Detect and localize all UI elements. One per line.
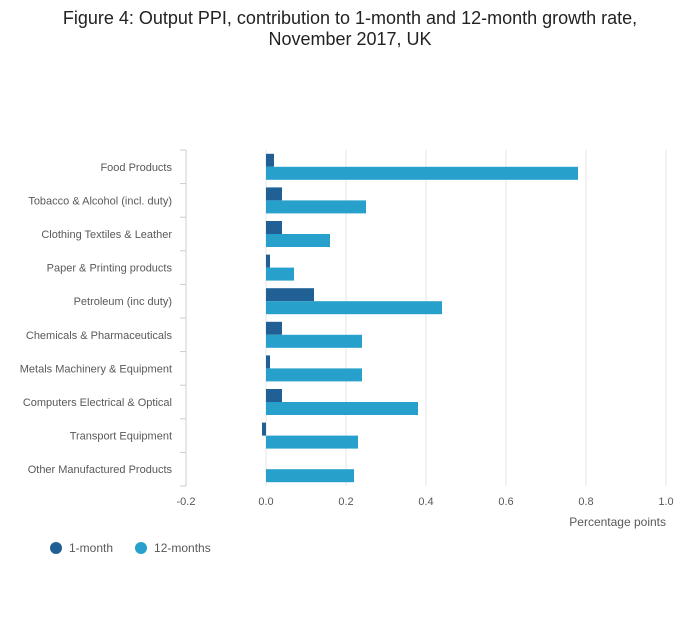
bar-1-month: [262, 422, 266, 436]
legend-12-months-label: 12-months: [154, 541, 211, 555]
x-tick-label: 0.6: [498, 496, 513, 508]
chart-title-line-1: Figure 4: Output PPI, contribution to 1-…: [62, 8, 638, 28]
bar-12-months: [266, 334, 362, 348]
grid-lines: [180, 149, 667, 487]
x-tick-label: 1.0: [658, 496, 673, 508]
bar-12-months: [266, 267, 294, 281]
legend-item-1-month[interactable]: 1-month: [50, 541, 113, 555]
bar-1-month: [266, 321, 282, 335]
bar-12-months: [266, 469, 354, 483]
bar-12-months: [266, 234, 330, 247]
category-label: Food Products: [100, 162, 172, 174]
chart-title: Figure 4: Output PPI, contribution to 1-…: [0, 8, 700, 50]
category-labels: Food Products Tobacco & Alcohol (incl. du…: [20, 162, 173, 476]
legend-1-month-label: 1-month: [69, 541, 114, 555]
bar-1-month: [266, 389, 282, 402]
legend: 1-month 12-months: [50, 541, 233, 555]
chart-title-line-2: November 2017, UK: [268, 29, 432, 49]
category-label: Metals Machinery & Equipment: [20, 363, 172, 375]
legend-item-12-months[interactable]: 12-months: [135, 541, 211, 555]
bar-1-month: [266, 288, 314, 302]
x-tick-label: 0.0: [258, 496, 273, 508]
category-label: Other Manufactured Products: [28, 464, 173, 476]
category-label: Clothing Textiles & Leather: [41, 229, 172, 241]
bar-1-month: [266, 254, 270, 268]
x-tick-label: -0.2: [177, 496, 196, 508]
bar-1-month: [266, 153, 274, 167]
x-tick-labels: -0.2 0.0 0.2 0.4 0.6 0.8 1.0: [177, 496, 674, 508]
bar-12-months: [266, 166, 578, 180]
x-tick-label: 0.8: [578, 496, 593, 508]
bars: [262, 153, 578, 483]
bar-12-months: [266, 200, 366, 214]
x-tick-label: 0.2: [338, 496, 353, 508]
bar-1-month: [266, 187, 282, 201]
bar-1-month: [266, 355, 270, 369]
category-label: Petroleum (inc duty): [74, 296, 172, 308]
legend-1-month-marker: [50, 542, 62, 554]
x-tick-label: 0.4: [418, 496, 433, 508]
legend-12-months-marker: [135, 542, 148, 554]
category-label: Transport Equipment: [70, 431, 172, 443]
x-axis-title: Percentage points: [569, 515, 666, 529]
bar-1-month: [266, 221, 282, 234]
bar-12-months: [266, 435, 358, 449]
category-label: Computers Electrical & Optical: [23, 397, 172, 409]
bar-12-months: [266, 402, 418, 415]
category-label: Tobacco & Alcohol (incl. duty): [28, 195, 172, 207]
bar-12-months: [266, 368, 362, 382]
bar-12-months: [266, 301, 442, 315]
category-label: Paper & Printing products: [47, 263, 173, 275]
category-label: Chemicals & Pharmaceuticals: [26, 330, 173, 342]
